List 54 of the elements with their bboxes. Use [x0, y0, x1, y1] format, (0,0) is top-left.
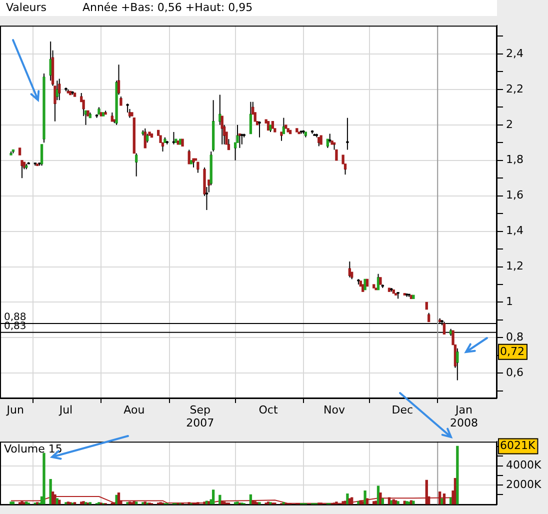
candlestick [104, 110, 107, 115]
candlestick [212, 100, 215, 152]
ref-line-label: 0,88 [4, 312, 26, 324]
bar [58, 500, 61, 504]
y-tick-label: 1 [506, 295, 513, 308]
bar [412, 500, 415, 504]
x-tick-label: Jan 2008 [450, 403, 478, 430]
y-tick-label: 0,8 [506, 330, 524, 344]
candlestick [20, 160, 24, 179]
bar [42, 452, 46, 504]
y-tick-label: 4000K [506, 458, 542, 472]
y-tick-label: 2000K [506, 478, 542, 491]
chart-subtitle: Année +Bas: 0,56 +Haut: 0,95 [82, 1, 253, 14]
x-tick-label: Nov [324, 403, 346, 416]
candlestick [135, 152, 138, 177]
y-tick-label: 2,4 [506, 46, 524, 60]
y-tick-label: 1,4 [506, 224, 524, 238]
bar [49, 478, 52, 504]
bar [346, 493, 349, 504]
x-tick-label: Jul [58, 403, 73, 416]
y-tick-label: 1,8 [506, 153, 524, 166]
text: 6021K [500, 439, 536, 452]
bar [335, 502, 338, 504]
candlestick [304, 132, 308, 138]
y-tick-label: 0,6 [506, 366, 524, 380]
candlestick [120, 96, 122, 106]
y-tick-label: 2 [506, 118, 513, 131]
candlestick [280, 132, 283, 142]
candlestick [98, 106, 100, 115]
x-tick-label: Dec [392, 403, 414, 416]
x-tick-label: Aou [124, 403, 145, 416]
candlestick [269, 124, 272, 132]
bar [20, 501, 24, 504]
y-tick-label: 2,2 [506, 82, 524, 96]
y-tick-label: 1,2 [506, 260, 524, 273]
x-tick-label: Jun [6, 403, 24, 416]
bar [442, 493, 446, 504]
bar [364, 490, 366, 504]
x-tick-label: Oct [258, 403, 278, 416]
bar [379, 492, 382, 504]
bar [54, 494, 56, 504]
candlestick [10, 151, 12, 156]
y-tick-label: 1,6 [506, 188, 524, 202]
text: 0,72 [500, 344, 524, 358]
chart-title: Valeurs [6, 1, 46, 14]
candlestick [42, 72, 46, 144]
bar [456, 446, 459, 504]
candlestick [396, 292, 400, 300]
x-tick-label: Sep 2007 [186, 403, 214, 430]
bar [236, 502, 239, 504]
candlestick [249, 101, 252, 134]
candlestick [210, 151, 212, 186]
candlestick [456, 348, 459, 381]
bar [212, 490, 215, 504]
